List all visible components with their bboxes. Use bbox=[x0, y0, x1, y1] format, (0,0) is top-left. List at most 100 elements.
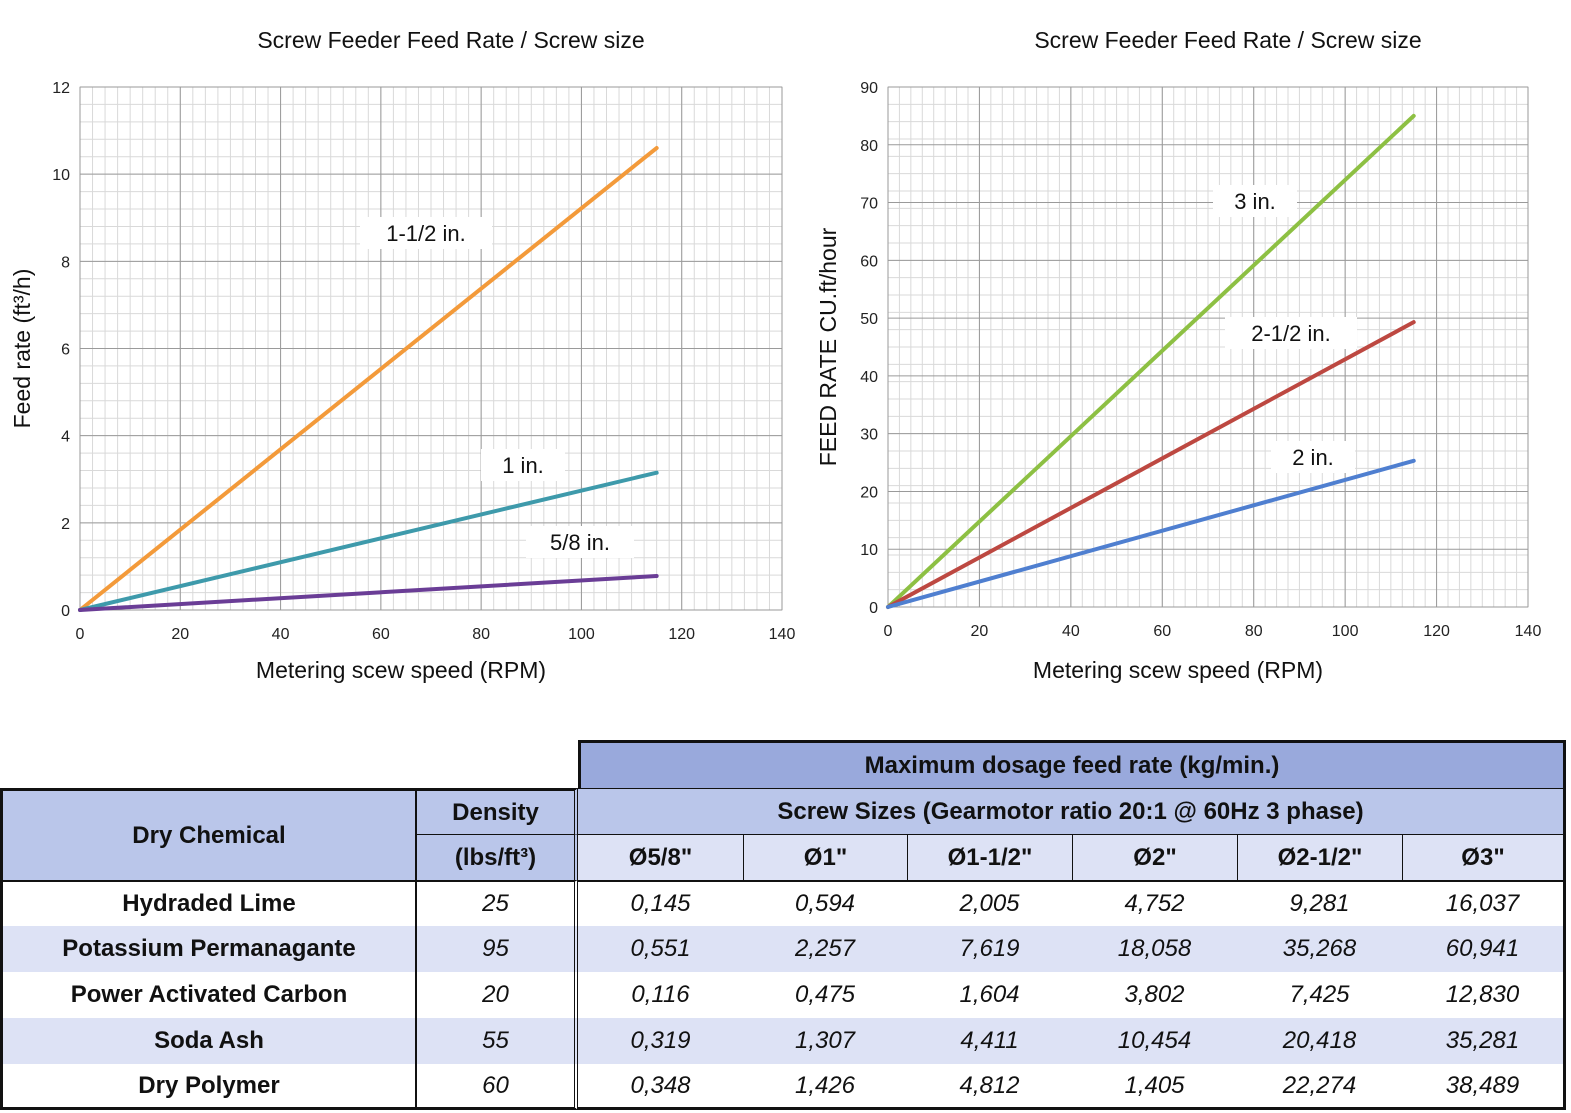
chart2-series-label-bg bbox=[1213, 185, 1297, 217]
row-value: 7,619 bbox=[907, 926, 1072, 972]
chart2-x-tick-label: 80 bbox=[1245, 623, 1263, 640]
chart2-y-tick-label: 70 bbox=[860, 196, 878, 213]
row-value: 20,418 bbox=[1237, 1018, 1402, 1064]
row-chemical: Potassium Permanagante bbox=[0, 926, 415, 972]
chart2-title: Screw Feeder Feed Rate / Screw size bbox=[1034, 27, 1421, 53]
chart1-x-tick-label: 40 bbox=[272, 626, 290, 643]
chart2-series-line-2 bbox=[886, 320, 1416, 609]
chart1-series-label-3: 5/8 in. bbox=[550, 530, 610, 555]
chart2-y-tick-label: 10 bbox=[860, 542, 878, 559]
chart2-series-label-bg bbox=[1225, 317, 1357, 349]
row-value: 35,268 bbox=[1237, 926, 1402, 972]
chart1-x-tick-label: 80 bbox=[472, 626, 490, 643]
row-value: 0,475 bbox=[743, 972, 907, 1018]
chart1-y-tick-label: 6 bbox=[61, 342, 70, 359]
row-density: 25 bbox=[415, 880, 578, 926]
row-density: 60 bbox=[415, 1064, 578, 1110]
chart2-series-label-1: 3 in. bbox=[1234, 189, 1276, 214]
chart2-series-line-1 bbox=[886, 113, 1416, 609]
row-value: 2,257 bbox=[743, 926, 907, 972]
row-value: 9,281 bbox=[1237, 880, 1402, 926]
chart1-series-line-3 bbox=[78, 574, 659, 612]
row-chemical: Soda Ash bbox=[0, 1018, 415, 1064]
chart2-x-tick-label: 20 bbox=[971, 623, 989, 640]
row-value: 1,426 bbox=[743, 1064, 907, 1110]
chart2-x-tick-label: 0 bbox=[884, 623, 893, 640]
chart1-title: Screw Feeder Feed Rate / Screw size bbox=[257, 27, 644, 53]
row-value: 18,058 bbox=[1072, 926, 1237, 972]
chart1-y-tick-label: 2 bbox=[61, 516, 70, 533]
chart1-x-tick-label: 140 bbox=[769, 626, 796, 643]
chart1-y-tick-label: 0 bbox=[61, 603, 70, 620]
row-value: 35,281 bbox=[1402, 1018, 1566, 1064]
row-value: 16,037 bbox=[1402, 880, 1566, 926]
row-density: 55 bbox=[415, 1018, 578, 1064]
row-value: 0,116 bbox=[578, 972, 743, 1018]
chart1-series-line-1 bbox=[78, 146, 659, 612]
chart2-y-tick-label: 60 bbox=[860, 253, 878, 270]
chart1-y-tick-label: 8 bbox=[61, 254, 70, 271]
chart1-x-tick-label: 100 bbox=[568, 626, 595, 643]
chart1-x-tick-label: 0 bbox=[76, 626, 85, 643]
row-value: 2,005 bbox=[907, 880, 1072, 926]
chart1-series-label-2: 1 in. bbox=[502, 453, 544, 478]
dosage-table: Maximum dosage feed rate (kg/min.) Dry Ch… bbox=[0, 740, 1568, 1112]
row-value: 1,307 bbox=[743, 1018, 907, 1064]
row-value: 60,941 bbox=[1402, 926, 1566, 972]
chart2-series-label-bg bbox=[1271, 441, 1355, 473]
chart2-x-axis-label: Metering scew speed (RPM) bbox=[1033, 657, 1323, 683]
header-size-col: Ø3" bbox=[1402, 834, 1566, 880]
chart1-y-tick-label: 10 bbox=[52, 167, 70, 184]
row-value: 22,274 bbox=[1237, 1064, 1402, 1110]
chart1-x-tick-label: 120 bbox=[668, 626, 695, 643]
chart1-series-label-bg bbox=[481, 449, 565, 481]
header-dry-chemical: Dry Chemical bbox=[0, 788, 415, 880]
chart1-x-axis-label: Metering scew speed (RPM) bbox=[256, 657, 546, 683]
row-value: 7,425 bbox=[1237, 972, 1402, 1018]
row-value: 10,454 bbox=[1072, 1018, 1237, 1064]
header-size-col: Ø1" bbox=[743, 834, 907, 880]
chart1-series-label-1: 1-1/2 in. bbox=[386, 221, 466, 246]
chart1-x-tick-label: 60 bbox=[372, 626, 390, 643]
row-density: 20 bbox=[415, 972, 578, 1018]
chart1-y-tick-label: 12 bbox=[52, 80, 70, 97]
chart2-y-tick-label: 40 bbox=[860, 369, 878, 386]
row-value: 0,145 bbox=[578, 880, 743, 926]
chart2-series-label-2: 2-1/2 in. bbox=[1251, 321, 1331, 346]
header-density: Density bbox=[415, 788, 578, 834]
header-size-col: Ø2" bbox=[1072, 834, 1237, 880]
row-value: 4,812 bbox=[907, 1064, 1072, 1110]
row-density: 95 bbox=[415, 926, 578, 972]
chart2-series-label-3: 2 in. bbox=[1292, 445, 1334, 470]
row-chemical: Hydraded Lime bbox=[0, 880, 415, 926]
chart2-series-line-3 bbox=[886, 458, 1416, 609]
chart1-y-tick-label: 4 bbox=[61, 429, 70, 446]
chart1-series-label-bg bbox=[360, 217, 492, 249]
row-value: 38,489 bbox=[1402, 1064, 1566, 1110]
chart2-x-tick-label: 120 bbox=[1423, 623, 1450, 640]
header-size-col: Ø2-1/2" bbox=[1237, 834, 1402, 880]
chart2-x-tick-label: 60 bbox=[1153, 623, 1171, 640]
chart1-series-label-bg bbox=[526, 526, 634, 558]
chart2-x-tick-label: 100 bbox=[1332, 623, 1359, 640]
chart2-y-tick-label: 90 bbox=[860, 80, 878, 97]
row-value: 0,551 bbox=[578, 926, 743, 972]
chart2-y-tick-label: 0 bbox=[869, 600, 878, 617]
header-density-unit: (lbs/ft³) bbox=[415, 834, 578, 880]
chart2-x-tick-label: 40 bbox=[1062, 623, 1080, 640]
row-value: 1,604 bbox=[907, 972, 1072, 1018]
row-chemical: Power Activated Carbon bbox=[0, 972, 415, 1018]
row-value: 1,405 bbox=[1072, 1064, 1237, 1110]
header-screw-sizes: Screw Sizes (Gearmotor ratio 20:1 @ 60Hz… bbox=[578, 788, 1566, 834]
row-value: 4,411 bbox=[907, 1018, 1072, 1064]
chart2-y-tick-label: 30 bbox=[860, 427, 878, 444]
super-header: Maximum dosage feed rate (kg/min.) bbox=[578, 740, 1566, 788]
row-value: 0,348 bbox=[578, 1064, 743, 1110]
chart1-series-line-2 bbox=[78, 470, 659, 612]
row-chemical: Dry Polymer bbox=[0, 1064, 415, 1110]
row-value: 4,752 bbox=[1072, 880, 1237, 926]
chart2-y-tick-label: 50 bbox=[860, 311, 878, 328]
chart2-x-tick-label: 140 bbox=[1515, 623, 1542, 640]
row-value: 0,594 bbox=[743, 880, 907, 926]
